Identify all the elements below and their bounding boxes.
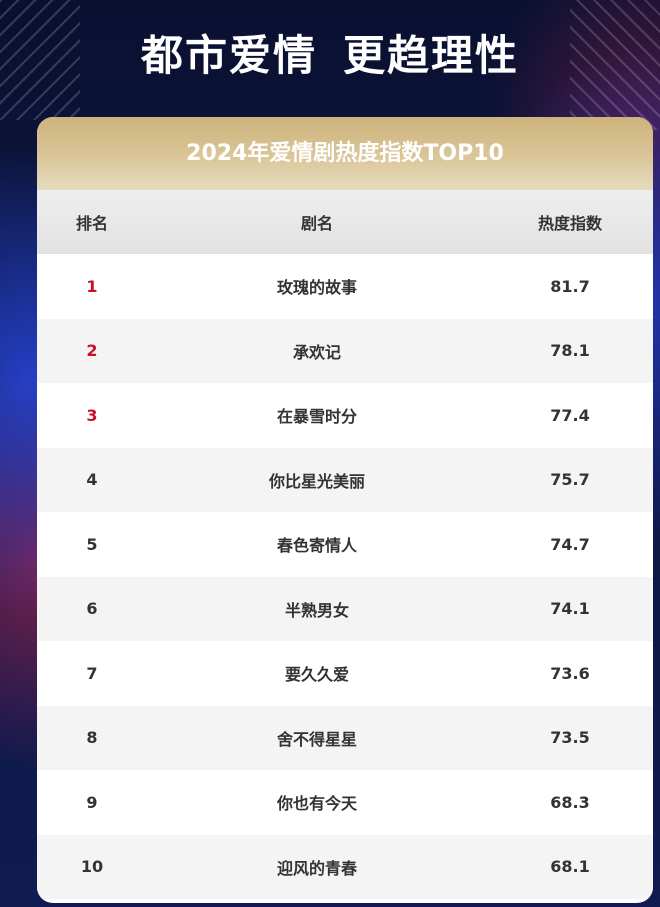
row-name: 承欢记 — [292, 342, 341, 362]
table-row: 3 在暴雪时分 77.4 — [37, 383, 653, 448]
decorative-stripes-right — [570, 0, 660, 130]
table-row: 8 舍不得星星 73.5 — [37, 705, 653, 770]
row-rank: 8 — [86, 728, 98, 748]
table-row: 2 承欢记 78.1 — [37, 318, 653, 383]
table-header: 排名 剧名 热度指数 — [37, 190, 653, 254]
row-rank: 1 — [86, 276, 98, 296]
row-score: 77.4 — [550, 405, 590, 425]
row-score: 74.1 — [550, 599, 590, 619]
row-rank: 9 — [86, 792, 98, 812]
headline: 都市爱情 更趋理性 — [0, 26, 660, 86]
header-name: 剧名 — [300, 214, 333, 233]
row-score: 78.1 — [550, 341, 590, 361]
row-rank: 3 — [86, 405, 98, 425]
row-name: 半熟男女 — [284, 600, 349, 620]
table-row: 1 玫瑰的故事 81.7 — [37, 254, 653, 319]
headline-part1: 都市爱情 — [140, 31, 317, 80]
row-name: 你比星光美丽 — [268, 471, 365, 491]
row-name: 玫瑰的故事 — [276, 278, 357, 298]
row-rank: 2 — [86, 341, 98, 361]
table-row: 4 你比星光美丽 75.7 — [37, 447, 653, 512]
row-score: 74.7 — [550, 534, 590, 554]
row-name: 迎风的青春 — [276, 858, 357, 878]
header-score: 热度指数 — [537, 214, 602, 233]
row-name: 在暴雪时分 — [276, 407, 357, 427]
table-title: 2024年爱情剧热度指数TOP10 — [37, 117, 653, 190]
row-name: 要久久爱 — [284, 665, 349, 685]
table-row: 10 迎风的青春 68.1 — [37, 834, 653, 899]
table-row: 9 你也有今天 68.3 — [37, 770, 653, 835]
row-name: 春色寄情人 — [276, 536, 357, 556]
row-score: 81.7 — [550, 276, 590, 296]
table-row: 5 春色寄情人 74.7 — [37, 512, 653, 577]
decorative-stripes-left — [0, 0, 80, 120]
row-rank: 7 — [86, 663, 98, 683]
row-score: 68.1 — [550, 857, 590, 877]
ranking-card: 2024年爱情剧热度指数TOP10 排名 剧名 热度指数 1 玫瑰的故事 81.… — [37, 117, 653, 903]
table-rows: 1 玫瑰的故事 81.7 2 承欢记 78.1 3 在暴雪时分 77.4 4 你… — [37, 254, 653, 899]
row-name: 你也有今天 — [276, 794, 357, 814]
table-row: 6 半熟男女 74.1 — [37, 576, 653, 641]
row-score: 73.5 — [550, 728, 590, 748]
headline-part2: 更趋理性 — [343, 31, 520, 80]
row-rank: 6 — [86, 599, 98, 619]
row-rank: 10 — [80, 857, 104, 877]
row-score: 68.3 — [550, 792, 590, 812]
row-rank: 4 — [86, 470, 98, 490]
row-score: 75.7 — [550, 470, 590, 490]
header-rank: 排名 — [75, 214, 108, 233]
table-row: 7 要久久爱 73.6 — [37, 641, 653, 706]
row-rank: 5 — [86, 534, 98, 554]
row-score: 73.6 — [550, 663, 590, 683]
row-name: 舍不得星星 — [276, 729, 357, 749]
